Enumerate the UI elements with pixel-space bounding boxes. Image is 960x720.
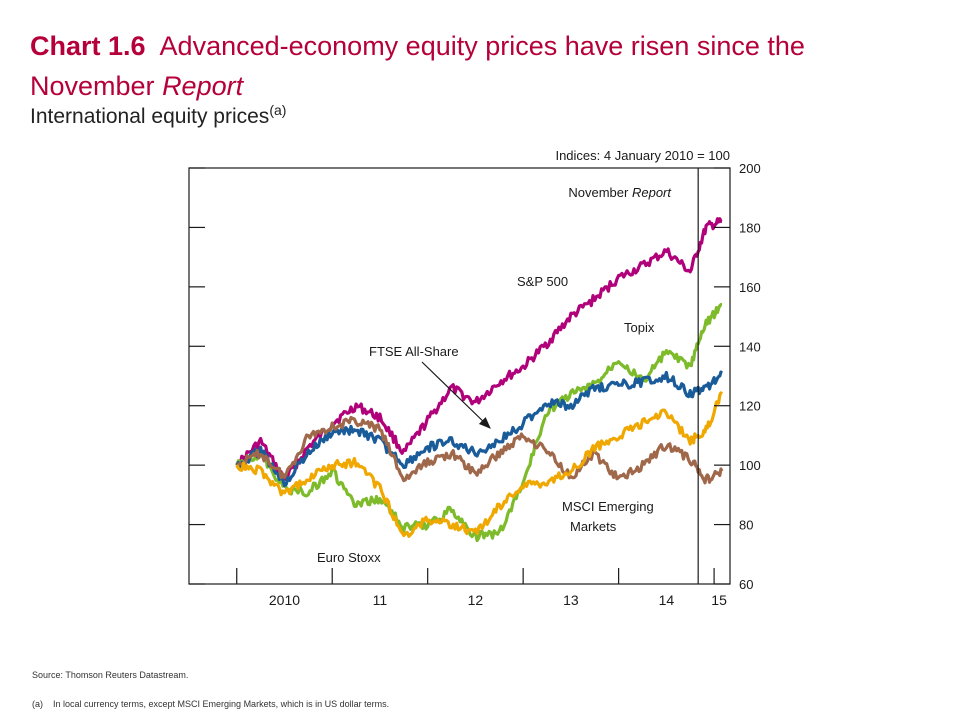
- y-tick-label: 200: [739, 161, 761, 176]
- x-tick-label: 12: [468, 592, 484, 608]
- chart-number: Chart 1.6: [30, 31, 146, 61]
- series-line-msci-emerging-markets: [236, 415, 724, 485]
- footnote-ref: (a): [269, 102, 287, 118]
- y-tick-label: 120: [739, 399, 761, 414]
- y-tick-label: 100: [739, 458, 761, 473]
- chart-title-text: Advanced-economy equity prices have rise…: [30, 31, 805, 101]
- plot-frame: [188, 167, 731, 585]
- november-report-label-text: November: [568, 185, 629, 200]
- annotation-ftse: FTSE All-Share: [369, 344, 459, 359]
- y-tick-label: 80: [739, 518, 753, 533]
- x-tick-label: 14: [659, 592, 675, 608]
- chart-title: Chart 1.6 Advanced-economy equity prices …: [30, 26, 930, 106]
- y-tick-label: 160: [739, 280, 761, 295]
- annotation-euro-stoxx: Euro Stoxx: [317, 550, 381, 565]
- chart-title-italic: Report: [162, 71, 244, 101]
- november-report-label-italic: Report: [632, 185, 672, 200]
- series-line-ftse-all-share: [235, 370, 724, 488]
- annotation-msci-line1: MSCI Emerging: [562, 499, 654, 514]
- annotation-topix: Topix: [624, 320, 655, 335]
- annotation-sp500: S&P 500: [517, 274, 568, 289]
- series-line-s-p-500: [235, 217, 723, 482]
- footnote-tag: (a): [32, 699, 43, 709]
- x-tick-label: 11: [373, 592, 388, 608]
- footnote-text: In local currency terms, except MSCI Eme…: [53, 699, 390, 709]
- footnote: (a) In local currency terms, except MSCI …: [32, 699, 389, 709]
- series-line-topix: [235, 303, 723, 543]
- y-tick-label: 60: [739, 577, 753, 592]
- y-axis-label: Indices: 4 January 2010 = 100: [555, 148, 730, 163]
- chart-subtitle: International equity prices(a): [30, 102, 286, 129]
- ftse-arrow: [421, 361, 491, 429]
- source-note: Source: Thomson Reuters Datastream.: [32, 670, 189, 680]
- y-tick-label: 180: [739, 220, 761, 235]
- annotation-msci-line2: Markets: [570, 519, 617, 534]
- chart-subtitle-text: International equity prices: [30, 105, 270, 128]
- y-tick-label: 140: [739, 339, 761, 354]
- x-tick-label: 2010: [269, 592, 300, 608]
- x-tick-label: 15: [711, 592, 727, 608]
- series-line-euro-stoxx: [235, 391, 724, 538]
- x-tick-label: 13: [563, 592, 579, 608]
- november-report-label: November Report: [568, 185, 672, 200]
